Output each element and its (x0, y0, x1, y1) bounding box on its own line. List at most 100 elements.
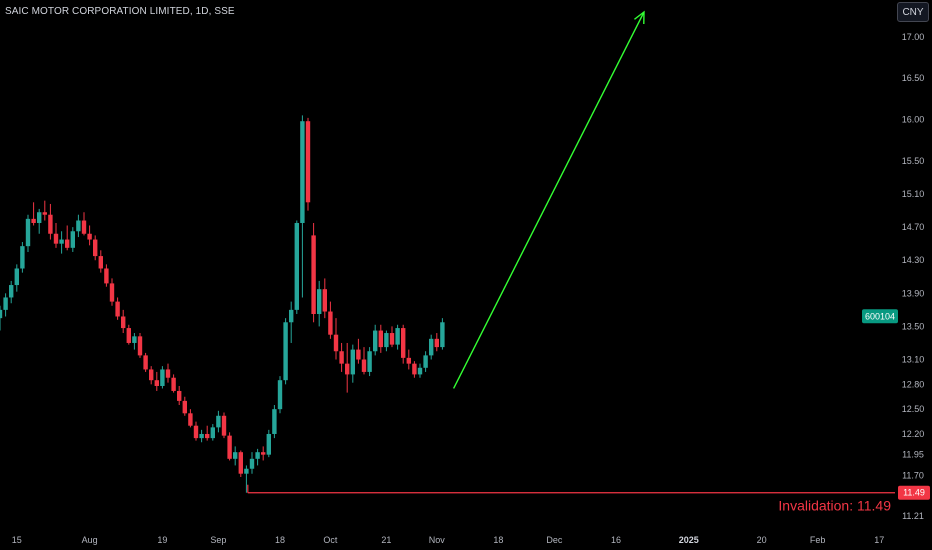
candle (339, 342, 344, 372)
price-tick-label: 11.70 (902, 470, 924, 480)
time-tick-label: 15 (12, 535, 22, 545)
candle (429, 334, 434, 360)
candle-body (65, 239, 70, 248)
candle-body (417, 367, 423, 375)
candle (171, 374, 176, 393)
candle-body (3, 297, 8, 310)
candle-body (143, 355, 148, 370)
candle (384, 330, 389, 352)
candle (210, 424, 215, 441)
candle-body (104, 268, 109, 284)
invalidation-tag-bg (898, 485, 930, 500)
candle-body (277, 380, 283, 410)
candle (317, 280, 322, 327)
candle-body (373, 330, 378, 352)
candle-body (401, 328, 406, 358)
candle (233, 446, 238, 466)
candle (160, 366, 165, 389)
candle (277, 376, 283, 414)
price-tick-label: 15.50 (902, 156, 925, 166)
candle (300, 115, 305, 298)
projection-arrow-head (634, 10, 645, 25)
candle (48, 203, 53, 240)
candle (361, 347, 367, 375)
candle-body (76, 220, 81, 232)
candle (59, 231, 64, 254)
candle-body (266, 433, 271, 455)
price-tick-label: 13.50 (902, 321, 925, 331)
candle-body (261, 452, 266, 455)
price-tick-label: 16.50 (902, 73, 925, 83)
candle (205, 425, 210, 441)
time-tick-label: Aug (82, 535, 98, 545)
price-tick-label: 16.00 (902, 115, 925, 125)
candle (121, 309, 126, 334)
candle (395, 324, 400, 350)
candle-body (328, 311, 333, 335)
time-axis[interactable]: 15 Aug 19 Sep 18 Oct 21 Nov 18 Dec 16 2025 20 Feb 17 (12, 535, 884, 545)
candle (98, 250, 103, 273)
candle (9, 280, 14, 304)
time-tick-label: 18 (493, 535, 503, 545)
candle-body (205, 433, 210, 439)
candle-body (53, 233, 59, 244)
candle (149, 366, 154, 385)
candle (87, 225, 92, 246)
candle-body (238, 452, 243, 474)
candle-body (350, 349, 355, 375)
candle-body (339, 351, 344, 364)
candle-body (305, 121, 311, 203)
candle-body (14, 268, 19, 286)
candle-body (42, 212, 47, 215)
candle (76, 214, 81, 238)
candle-body (300, 121, 305, 223)
candle-body (429, 338, 434, 356)
candle (177, 385, 182, 406)
candle-body (389, 333, 395, 345)
candle-body (137, 336, 143, 356)
candle-body (406, 357, 411, 364)
candle-body (317, 289, 322, 315)
candle (193, 421, 199, 441)
time-tick-label: Feb (810, 535, 826, 545)
time-tick-label: Sep (210, 535, 226, 545)
price-tick-label: 11.95 (902, 450, 924, 460)
candles-layer (0, 115, 445, 493)
currency-button[interactable]: CNY (897, 2, 929, 22)
candle (401, 324, 406, 364)
candle-body (9, 285, 14, 298)
price-tick-label: 15.10 (902, 189, 925, 199)
candle-body (31, 218, 36, 223)
price-tick-label: 17.00 (902, 32, 925, 42)
candle (294, 220, 299, 315)
price-axis[interactable]: 11.21 11.70 11.95 12.20 12.50 12.80 13.10 13.50… (862, 32, 930, 521)
candle (322, 278, 327, 319)
candle-body (93, 239, 98, 257)
price-tick-label: 12.50 (902, 404, 925, 414)
candle (115, 297, 120, 320)
candle-body (182, 400, 187, 414)
candle (417, 363, 423, 378)
candle-body (48, 214, 53, 234)
candle (266, 429, 271, 458)
symbol-tag-label: 600104 (865, 311, 895, 321)
candle (305, 117, 311, 211)
candle-body (115, 301, 120, 317)
candle-body (165, 369, 171, 378)
time-tick-label: Nov (429, 535, 446, 545)
candle-body (255, 452, 260, 459)
time-tick-label: 16 (611, 535, 621, 545)
candle (109, 278, 115, 306)
candle (328, 301, 333, 339)
price-tick-label: 12.80 (902, 379, 925, 389)
candle-body (126, 328, 131, 343)
time-tick-label: Dec (546, 535, 563, 545)
candle-body (434, 338, 439, 348)
projection-arrow-line (452, 11, 645, 389)
time-tick-label: 18 (275, 535, 285, 545)
candle-body (272, 409, 277, 434)
time-tick-label: 17 (874, 535, 884, 545)
candle (65, 225, 70, 251)
candle (373, 324, 378, 356)
